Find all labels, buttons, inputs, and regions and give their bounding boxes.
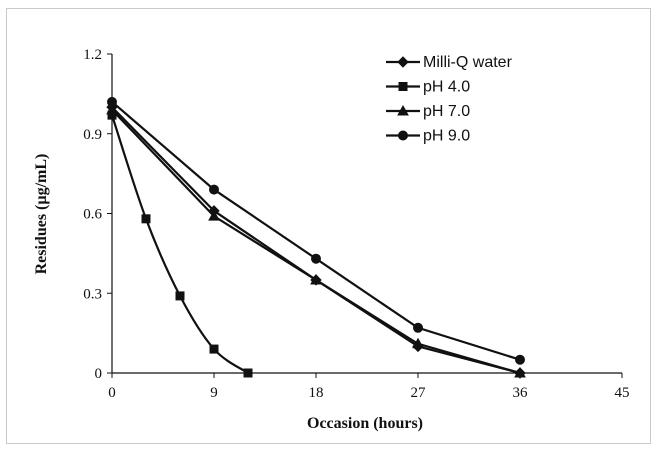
data-point-ph-4-0 [141,214,151,224]
data-point-ph-9-0 [107,96,117,107]
data-point-ph-9-0 [209,184,219,195]
x-tick-label: 27 [411,385,427,401]
data-point-ph-7-0 [106,103,118,115]
x-tick-label: 18 [309,385,324,401]
series-markers [106,96,526,379]
data-point-ph-4-0 [209,344,219,354]
x-tick-label: 36 [513,385,529,401]
legend-marker-ph-9-0 [398,130,408,141]
x-tick-label: 45 [615,385,630,401]
y-tick-label: 1.2 [83,47,102,63]
x-axis-title: Occasion (hours) [307,415,423,432]
data-point-ph-9-0 [515,354,525,365]
data-point-ph-7-0 [310,273,322,285]
data-point-ph-7-0 [514,366,526,378]
x-tick-label: 0 [108,385,116,401]
series-line-ph-7-0 [111,109,521,375]
data-point-ph-7-0 [208,210,220,221]
data-point-ph-9-0 [413,322,423,333]
legend-label-milli-q-water: Milli-Q water [423,54,513,71]
y-tick-label: 0.6 [83,207,102,223]
y-axis-title: Residues (µg/mL) [33,154,50,275]
data-point-ph-7-0 [412,337,424,349]
chart-frame [6,8,651,444]
x-tick-label: 9 [210,385,218,401]
legend-label-ph-7-0: pH 7.0 [423,103,470,120]
legend-label-ph-4-0: pH 4.0 [423,79,470,96]
series-line-milli-q-water [111,106,521,375]
legend: Milli-Q water pH 4.0 pH 7.0 pH 9.0 [386,54,513,145]
legend-label-ph-9-0: pH 9.0 [423,128,470,145]
legend-marker-milli-q-water [397,56,409,68]
legend-marker-ph-4-0 [398,82,408,91]
y-tick-label: 0.3 [83,286,102,302]
data-point-ph-4-0 [243,368,253,378]
y-tick-label: 0 [95,366,103,382]
data-point-ph-9-0 [311,253,321,264]
legend-marker-ph-7-0 [397,104,409,116]
data-point-ph-4-0 [175,291,185,301]
axes: 0 9 18 27 36 45 0 0.3 0.6 0.9 1.2 [83,47,629,401]
y-tick-label: 0.9 [83,127,102,143]
series-line-ph-4-0 [110,114,249,374]
